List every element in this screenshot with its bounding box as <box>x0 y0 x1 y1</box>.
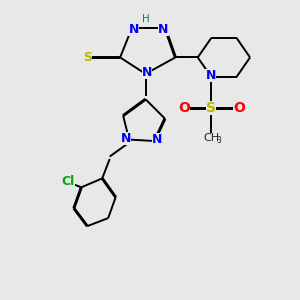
Text: N: N <box>142 66 152 79</box>
Text: N: N <box>121 132 131 145</box>
Text: O: O <box>178 101 190 115</box>
Text: N: N <box>206 69 216 82</box>
Text: Cl: Cl <box>61 176 74 188</box>
Text: S: S <box>206 101 216 115</box>
Text: N: N <box>128 22 139 36</box>
Text: 3: 3 <box>217 136 222 145</box>
Text: H: H <box>142 14 149 24</box>
Text: CH: CH <box>203 133 219 143</box>
Text: O: O <box>233 101 244 115</box>
Text: N: N <box>152 133 163 146</box>
Text: N: N <box>158 22 169 36</box>
Text: S: S <box>83 51 92 64</box>
